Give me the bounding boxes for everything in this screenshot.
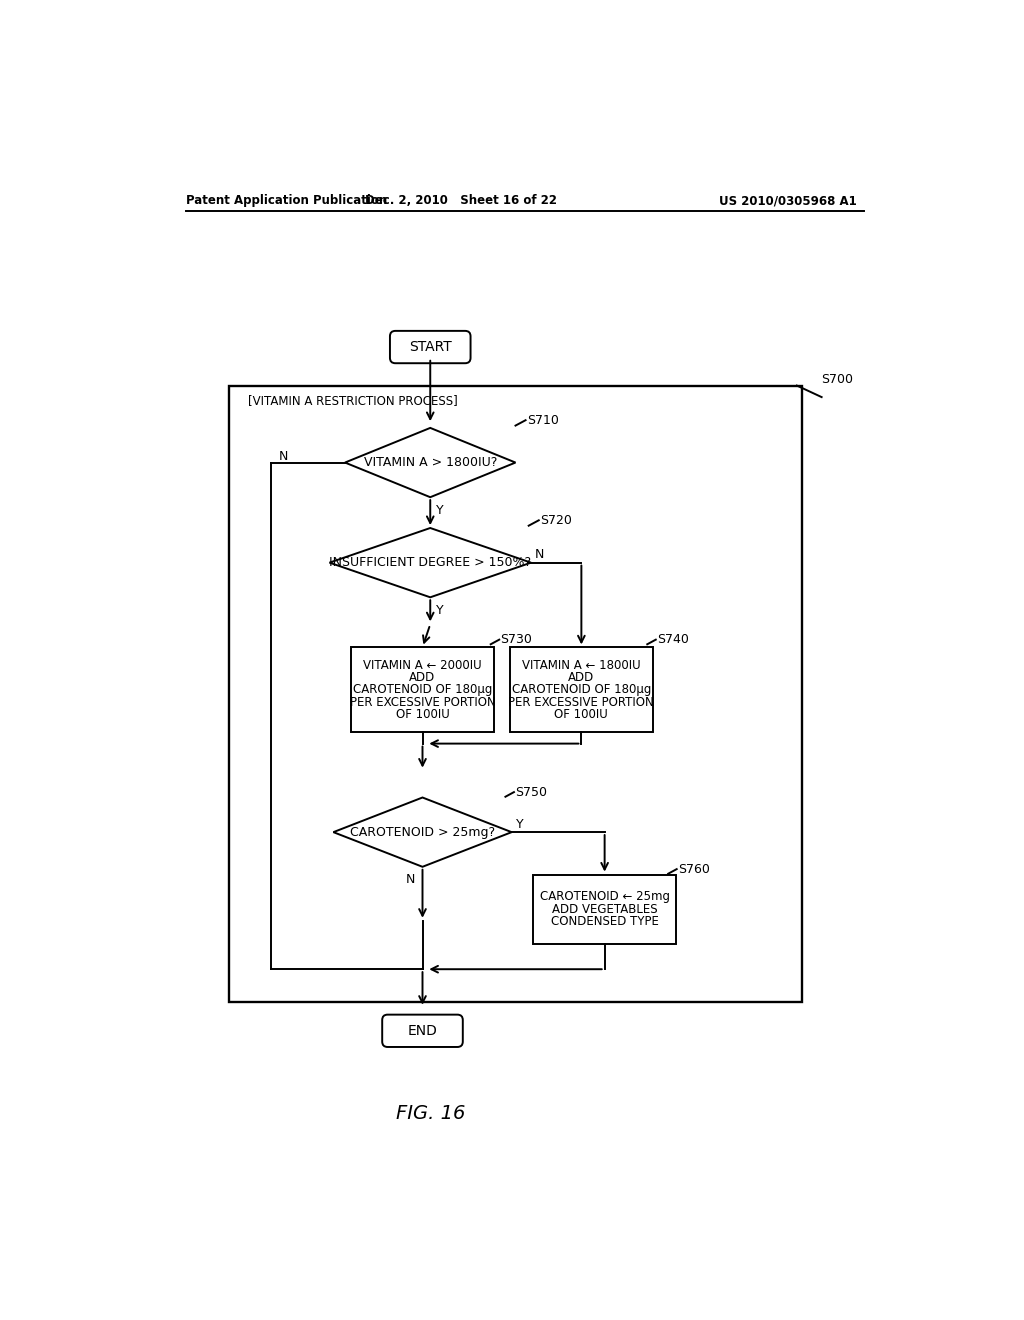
Text: VITAMIN A ← 2000IU: VITAMIN A ← 2000IU [364,659,482,672]
Text: FIG. 16: FIG. 16 [395,1104,465,1123]
Text: CONDENSED TYPE: CONDENSED TYPE [551,915,658,928]
Polygon shape [345,428,515,498]
Text: [VITAMIN A RESTRICTION PROCESS]: [VITAMIN A RESTRICTION PROCESS] [248,395,458,408]
Text: START: START [409,341,452,354]
Bar [351,647,495,733]
Polygon shape [334,797,512,867]
Text: S730: S730 [500,634,531,647]
Polygon shape [330,528,531,597]
Bar [228,385,802,1002]
Text: CAROTENOID ← 25mg: CAROTENOID ← 25mg [540,890,670,903]
Text: CAROTENOID > 25mg?: CAROTENOID > 25mg? [350,825,495,838]
Text: VITAMIN A ← 1800IU: VITAMIN A ← 1800IU [522,659,641,672]
Text: Patent Application Publication: Patent Application Publication [186,194,387,207]
Text: S760: S760 [678,862,710,875]
Bar [510,647,653,733]
Text: VITAMIN A > 1800IU?: VITAMIN A > 1800IU? [364,455,497,469]
Text: PER EXCESSIVE PORTION: PER EXCESSIVE PORTION [509,696,654,709]
Text: Y: Y [436,504,444,517]
Text: S700: S700 [821,372,854,385]
Text: S750: S750 [515,785,548,799]
Text: OF 100IU: OF 100IU [555,708,608,721]
Text: N: N [280,450,289,463]
Text: ADD: ADD [568,671,595,684]
Text: CAROTENOID OF 180μg: CAROTENOID OF 180μg [512,684,651,696]
Text: ADD: ADD [410,671,435,684]
Text: PER EXCESSIVE PORTION: PER EXCESSIVE PORTION [349,696,496,709]
Text: S720: S720 [541,513,572,527]
Text: S710: S710 [527,413,559,426]
Text: N: N [406,874,415,887]
FancyBboxPatch shape [390,331,471,363]
Text: N: N [535,548,544,561]
Text: US 2010/0305968 A1: US 2010/0305968 A1 [719,194,856,207]
Text: ADD VEGETABLES: ADD VEGETABLES [552,903,657,916]
Text: Dec. 2, 2010   Sheet 16 of 22: Dec. 2, 2010 Sheet 16 of 22 [366,194,557,207]
FancyBboxPatch shape [382,1015,463,1047]
Text: INSUFFICIENT DEGREE > 150%?: INSUFFICIENT DEGREE > 150%? [329,556,531,569]
Text: Y: Y [436,603,444,616]
Text: Y: Y [515,818,523,832]
Text: CAROTENOID OF 180μg: CAROTENOID OF 180μg [353,684,493,696]
Bar [532,874,676,944]
Text: OF 100IU: OF 100IU [395,708,450,721]
Text: S740: S740 [657,634,689,647]
Text: END: END [408,1024,437,1038]
